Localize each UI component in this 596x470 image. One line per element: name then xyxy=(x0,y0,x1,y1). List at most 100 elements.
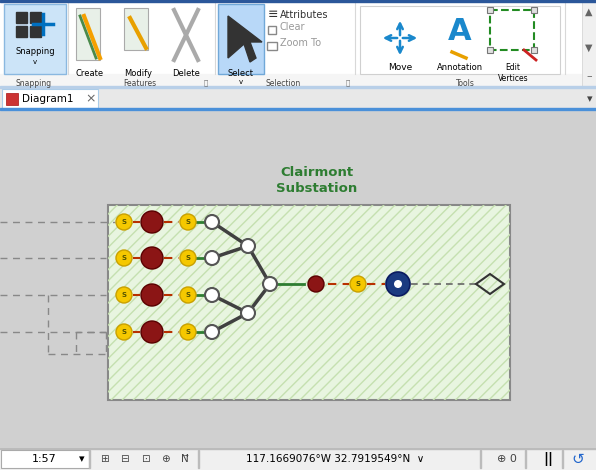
Circle shape xyxy=(180,324,196,340)
Bar xyxy=(0,448,596,449)
Circle shape xyxy=(141,284,163,306)
Text: Diagram1: Diagram1 xyxy=(22,94,73,104)
Text: 117.1669076°W 32.7919549°N  ∨: 117.1669076°W 32.7919549°N ∨ xyxy=(246,454,424,464)
Bar xyxy=(108,205,510,400)
Text: ⊡: ⊡ xyxy=(141,454,150,464)
Circle shape xyxy=(116,250,132,266)
Circle shape xyxy=(241,239,255,253)
Circle shape xyxy=(141,247,163,269)
Bar xyxy=(267,42,277,50)
Text: Clairmont
Substation: Clairmont Substation xyxy=(277,166,358,195)
Text: ≡: ≡ xyxy=(268,8,278,21)
Circle shape xyxy=(180,250,196,266)
Text: Move: Move xyxy=(388,63,412,72)
Bar xyxy=(268,26,276,34)
Text: ⮞: ⮞ xyxy=(346,80,350,86)
Text: ▾: ▾ xyxy=(587,94,593,104)
Text: ▲: ▲ xyxy=(585,7,593,17)
Circle shape xyxy=(116,287,132,303)
Text: Snapping: Snapping xyxy=(16,78,52,87)
Bar xyxy=(0,0,596,88)
Circle shape xyxy=(205,288,219,302)
Bar xyxy=(0,448,596,470)
Text: Zoom To: Zoom To xyxy=(280,38,321,48)
Text: ▼: ▼ xyxy=(585,43,593,53)
Circle shape xyxy=(116,214,132,230)
Bar xyxy=(2,89,98,108)
Bar xyxy=(30,26,41,37)
Circle shape xyxy=(394,280,402,288)
Text: –: – xyxy=(586,71,592,81)
Text: 1:57: 1:57 xyxy=(32,454,57,464)
Text: ↺: ↺ xyxy=(572,452,584,467)
Bar xyxy=(582,0,596,88)
Text: S: S xyxy=(185,329,191,335)
Bar xyxy=(0,110,596,448)
Text: Select: Select xyxy=(228,69,254,78)
Text: Create: Create xyxy=(76,69,104,78)
Circle shape xyxy=(141,321,163,343)
Bar xyxy=(76,8,100,60)
Bar xyxy=(124,8,148,50)
Text: Clear: Clear xyxy=(280,22,306,32)
Circle shape xyxy=(205,325,219,339)
Bar xyxy=(480,450,481,468)
Bar xyxy=(0,108,596,110)
Text: Attributes: Attributes xyxy=(280,10,328,20)
Text: v: v xyxy=(239,79,243,85)
Bar xyxy=(198,450,199,468)
Bar xyxy=(0,74,596,88)
Bar xyxy=(108,205,510,400)
Bar xyxy=(6,93,18,105)
Bar xyxy=(0,86,596,88)
Circle shape xyxy=(386,272,410,296)
Text: v: v xyxy=(33,59,37,65)
Bar xyxy=(30,12,41,23)
Text: S: S xyxy=(122,255,126,261)
Bar xyxy=(487,7,493,13)
Text: Modify: Modify xyxy=(124,69,152,78)
Text: A: A xyxy=(448,17,472,47)
Bar xyxy=(0,88,596,110)
Bar xyxy=(531,47,537,53)
Text: S: S xyxy=(122,292,126,298)
Bar xyxy=(490,10,534,50)
Polygon shape xyxy=(228,16,262,62)
Text: Annotation: Annotation xyxy=(437,63,483,72)
Text: S: S xyxy=(185,255,191,261)
Bar xyxy=(16,12,27,23)
Text: N⃗: N⃗ xyxy=(181,454,189,464)
Text: S: S xyxy=(185,292,191,298)
Text: S: S xyxy=(122,219,126,225)
Circle shape xyxy=(263,277,277,291)
Circle shape xyxy=(205,215,219,229)
Circle shape xyxy=(141,211,163,233)
Circle shape xyxy=(308,276,324,292)
Bar xyxy=(360,6,560,74)
Circle shape xyxy=(205,251,219,265)
Text: Delete: Delete xyxy=(172,69,200,78)
Text: ⊟: ⊟ xyxy=(120,454,128,464)
Text: S: S xyxy=(185,219,191,225)
Text: Tools: Tools xyxy=(455,78,474,87)
Text: ▾: ▾ xyxy=(79,454,85,464)
Bar xyxy=(16,26,27,37)
Circle shape xyxy=(180,287,196,303)
Circle shape xyxy=(116,324,132,340)
Text: ⊞: ⊞ xyxy=(100,454,108,464)
Bar xyxy=(218,4,264,74)
Text: S: S xyxy=(355,281,361,287)
Text: S: S xyxy=(122,329,126,335)
Bar xyxy=(487,47,493,53)
Bar xyxy=(0,0,596,2)
Bar xyxy=(525,450,526,468)
Text: ||: || xyxy=(543,452,553,466)
Bar xyxy=(562,450,563,468)
Text: ⊕ 0: ⊕ 0 xyxy=(497,454,517,464)
Bar xyxy=(4,4,66,74)
Bar xyxy=(531,7,537,13)
Text: ×: × xyxy=(86,93,96,105)
Circle shape xyxy=(241,306,255,320)
Circle shape xyxy=(350,276,366,292)
Text: Edit
Vertices: Edit Vertices xyxy=(498,63,528,83)
